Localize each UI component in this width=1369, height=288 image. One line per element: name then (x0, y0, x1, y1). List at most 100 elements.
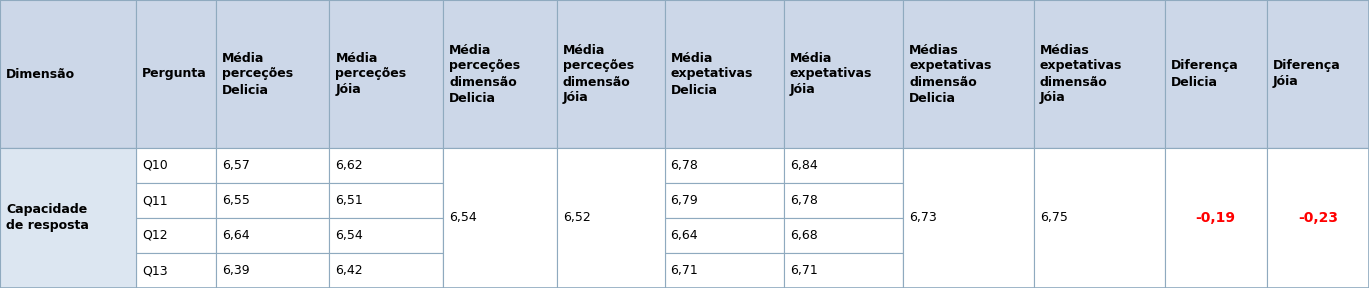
Bar (557, 183, 664, 218)
Bar (216, 218, 330, 253)
Bar (1034, 183, 1165, 218)
Bar (557, 148, 664, 288)
Bar (216, 0, 330, 148)
Bar (904, 0, 1034, 148)
Text: Médias
expetativas
dimensão
Delicia: Médias expetativas dimensão Delicia (909, 43, 991, 105)
Bar (1266, 148, 1369, 288)
Text: 6,64: 6,64 (671, 229, 698, 242)
Text: Média
perceções
Delicia: Média perceções Delicia (222, 52, 293, 96)
Bar (1165, 218, 1266, 253)
Bar (557, 253, 664, 288)
Bar (1034, 218, 1165, 253)
Text: Médias
expetativas
dimensão
Jóia: Médias expetativas dimensão Jóia (1040, 43, 1123, 105)
Bar (1034, 148, 1165, 183)
Text: 6,71: 6,71 (671, 264, 698, 277)
Text: Q11: Q11 (142, 194, 168, 207)
Bar (1034, 253, 1165, 288)
Bar (784, 148, 904, 183)
Bar (1266, 218, 1369, 253)
Bar (904, 218, 1034, 253)
Bar (444, 148, 557, 288)
Bar (904, 183, 1034, 218)
Text: 6,42: 6,42 (335, 264, 363, 277)
Bar (904, 253, 1034, 288)
Bar (1034, 0, 1165, 148)
Bar (904, 148, 1034, 288)
Bar (444, 218, 557, 253)
Text: Média
perceções
dimensão
Delicia: Média perceções dimensão Delicia (449, 43, 520, 105)
Bar (137, 253, 216, 288)
Bar (784, 0, 904, 148)
Bar (1266, 148, 1369, 183)
Bar (557, 218, 664, 253)
Bar (557, 0, 664, 148)
Text: Capacidade
de resposta: Capacidade de resposta (5, 204, 89, 232)
Bar (664, 218, 784, 253)
Bar (664, 253, 784, 288)
Bar (1165, 0, 1266, 148)
Bar (0, 148, 137, 183)
Bar (904, 148, 1034, 183)
Text: 6,54: 6,54 (335, 229, 363, 242)
Text: Diferença
Jóia: Diferença Jóia (1273, 60, 1340, 88)
Text: Q12: Q12 (142, 229, 168, 242)
Bar (1266, 183, 1369, 218)
Bar (330, 218, 444, 253)
Text: 6,73: 6,73 (909, 211, 936, 225)
Bar (444, 253, 557, 288)
Text: 6,68: 6,68 (790, 229, 817, 242)
Bar (664, 0, 784, 148)
Bar (0, 218, 137, 253)
Bar (444, 0, 557, 148)
Text: 6,64: 6,64 (222, 229, 249, 242)
Bar (330, 148, 444, 183)
Text: 6,52: 6,52 (563, 211, 590, 225)
Text: Diferença
Delicia: Diferença Delicia (1170, 60, 1238, 88)
Text: Dimensão: Dimensão (5, 67, 75, 81)
Bar (784, 253, 904, 288)
Bar (137, 218, 216, 253)
Text: 6,55: 6,55 (222, 194, 249, 207)
Text: 6,62: 6,62 (335, 159, 363, 172)
Bar (330, 183, 444, 218)
Bar (444, 183, 557, 218)
Bar (664, 148, 784, 183)
Bar (216, 148, 330, 183)
Bar (664, 183, 784, 218)
Text: Média
perceções
Jóia: Média perceções Jóia (335, 52, 407, 96)
Text: -0,23: -0,23 (1298, 211, 1338, 225)
Text: 6,78: 6,78 (790, 194, 817, 207)
Text: 6,51: 6,51 (335, 194, 363, 207)
Bar (137, 183, 216, 218)
Bar (330, 253, 444, 288)
Bar (1165, 253, 1266, 288)
Text: 6,57: 6,57 (222, 159, 249, 172)
Bar (784, 218, 904, 253)
Text: 6,84: 6,84 (790, 159, 817, 172)
Bar (1266, 0, 1369, 148)
Text: Média
perceções
dimensão
Jóia: Média perceções dimensão Jóia (563, 43, 634, 105)
Bar (137, 148, 216, 183)
Bar (557, 148, 664, 183)
Text: 6,78: 6,78 (671, 159, 698, 172)
Bar (216, 253, 330, 288)
Text: 6,79: 6,79 (671, 194, 698, 207)
Bar (1165, 148, 1266, 288)
Text: 6,75: 6,75 (1040, 211, 1068, 225)
Bar (784, 183, 904, 218)
Bar (330, 0, 444, 148)
Text: Q10: Q10 (142, 159, 168, 172)
Bar (1266, 253, 1369, 288)
Bar (1165, 183, 1266, 218)
Text: 6,39: 6,39 (222, 264, 249, 277)
Bar (1165, 148, 1266, 183)
Text: Média
expetativas
Jóia: Média expetativas Jóia (790, 52, 872, 96)
Text: Q13: Q13 (142, 264, 168, 277)
Text: 6,71: 6,71 (790, 264, 817, 277)
Bar (0, 253, 137, 288)
Text: Pergunta: Pergunta (142, 67, 207, 81)
Bar (0, 148, 137, 288)
Bar (137, 0, 216, 148)
Text: Média
expetativas
Delicia: Média expetativas Delicia (671, 52, 753, 96)
Bar (216, 183, 330, 218)
